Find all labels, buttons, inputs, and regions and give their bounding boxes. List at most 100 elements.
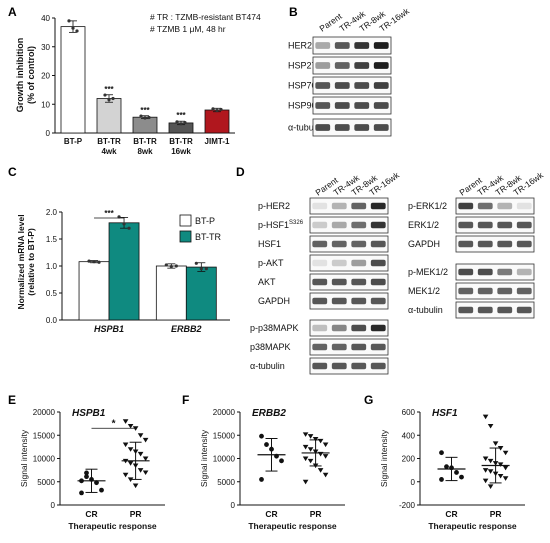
panel-g-ylabel: Signal intensity xyxy=(379,429,389,487)
panel-d-left-band xyxy=(370,221,386,229)
panel-f-point xyxy=(302,432,309,437)
panel-g-ytick-label: 600 xyxy=(402,408,416,417)
panel-e-point xyxy=(127,423,134,429)
panel-d-left-frame xyxy=(309,254,389,272)
panel-c-point xyxy=(127,226,131,230)
panel-a-bar xyxy=(204,109,230,134)
panel-letter-e: E xyxy=(8,393,16,407)
panel-a-point xyxy=(103,93,107,97)
panel-d-left-band xyxy=(351,240,367,248)
panel-b-frame xyxy=(312,36,392,55)
panel-d-left-band xyxy=(370,240,386,248)
panel-d-right2-frame xyxy=(455,263,535,281)
panel-a-point xyxy=(71,26,75,30)
panel-e-point xyxy=(137,468,144,473)
panel-e-point xyxy=(132,483,139,489)
panel-e-point xyxy=(122,472,129,478)
panel-g-ytick-label: 400 xyxy=(402,431,416,440)
panel-c-legend-label: BT-P xyxy=(195,216,215,226)
panel-d-left-band xyxy=(331,259,347,267)
panel-e-scatter: 0 5000 10000 15000 20000 HSPB1 Signal intensit… xyxy=(19,408,165,531)
panel-c-xtick-label: ERBB2 xyxy=(171,324,202,334)
panel-e-ytick-label: 10000 xyxy=(33,455,56,464)
panel-d-right2-band xyxy=(497,287,513,295)
panel-d-right-frame xyxy=(455,235,535,253)
panel-d-row-label: GAPDH xyxy=(408,239,440,249)
panel-b-row-label: HSP27 xyxy=(288,61,317,71)
panel-f-ytick-label: 0 xyxy=(231,501,236,510)
panel-b-band xyxy=(354,124,370,131)
panel-d-right2-frame xyxy=(455,282,535,300)
panel-c-bar xyxy=(108,222,140,321)
panel-e-point xyxy=(79,490,84,496)
panel-d-left2-band xyxy=(351,362,367,370)
panel-d-right2-band xyxy=(458,268,474,276)
panel-d-row-label: GAPDH xyxy=(258,296,290,306)
panel-f-point xyxy=(322,454,329,459)
panel-d-left2-band xyxy=(370,362,386,370)
panel-letter-c: C xyxy=(8,165,17,179)
panel-a-significance: *** xyxy=(140,106,150,115)
panel-b-band xyxy=(315,62,331,69)
panel-a-bar xyxy=(96,98,122,134)
panel-g-point xyxy=(497,473,504,479)
panel-d-right2-band xyxy=(516,268,532,276)
panel-g-title: HSF1 xyxy=(432,408,458,419)
panel-d-right2-band xyxy=(477,268,493,276)
panel-a-point xyxy=(175,120,179,124)
panel-g-xlabel: Therapeutic response xyxy=(428,521,517,531)
panel-g-point xyxy=(487,458,494,464)
panel-c-point xyxy=(97,260,101,264)
panel-d-left2-band xyxy=(351,324,367,332)
panel-e-point xyxy=(142,470,149,476)
panel-d-left2-band xyxy=(312,324,328,332)
panel-a-point xyxy=(139,114,143,118)
panel-d-left-band xyxy=(351,297,367,305)
panel-f-point xyxy=(259,477,264,482)
panel-d-left-frame xyxy=(309,273,389,291)
panel-f-xlabel: Therapeutic response xyxy=(248,521,337,531)
panel-d-left2-band xyxy=(312,343,328,351)
panel-e-ytick-label: 0 xyxy=(51,501,56,510)
panel-d-right2-band xyxy=(458,306,474,314)
panel-c-xtick-label: HSPB1 xyxy=(94,324,124,334)
panel-e-xtick-label: CR xyxy=(85,509,97,519)
panel-b-frame xyxy=(312,96,392,115)
panel-g-point xyxy=(444,464,449,470)
panel-c-point xyxy=(169,264,173,269)
panel-g-point xyxy=(482,478,489,484)
panel-b-band xyxy=(334,82,350,89)
panel-d-left2-frame xyxy=(309,338,389,356)
panel-a-legend-line1: # TR : TZMB-resistant BT474 xyxy=(150,12,261,22)
panel-c-point xyxy=(174,264,178,268)
panel-d-left-band xyxy=(331,202,347,210)
panel-e-point xyxy=(142,456,149,462)
panel-d-left-band xyxy=(331,297,347,305)
panel-b-band xyxy=(373,82,389,89)
panel-a-point xyxy=(107,98,111,102)
panel-f-scatter: 0 5000 10000 15000 20000 ERBB2 Signal intensit… xyxy=(199,408,345,531)
panel-d-right2-band xyxy=(516,306,532,314)
panel-g-ytick-label: 200 xyxy=(402,455,416,464)
panel-d-right2-frame xyxy=(455,301,535,319)
panel-d-right2-band xyxy=(477,287,493,295)
panel-f-ytick-label: 5000 xyxy=(217,478,235,487)
panel-a-ytick-label: 20 xyxy=(41,72,50,81)
panel-d-left-frame xyxy=(309,235,389,253)
panel-d-left2-band xyxy=(370,324,386,332)
panel-e-point xyxy=(137,451,144,457)
panel-d-hsf1-site: S326 xyxy=(289,220,304,226)
panel-d-left-band xyxy=(331,240,347,248)
panel-g-point xyxy=(497,462,504,467)
panel-g-point xyxy=(482,468,489,473)
panel-e-point xyxy=(142,437,149,443)
panel-d-right2-band xyxy=(497,306,513,314)
panel-e-title: HSPB1 xyxy=(72,408,106,419)
panel-e-xtick-label: PR xyxy=(130,509,142,519)
panel-a-point xyxy=(215,108,219,113)
panel-b-band xyxy=(354,62,370,69)
panel-f-ytick-label: 10000 xyxy=(213,455,236,464)
panel-a-xtick-label: BT-P xyxy=(64,137,83,146)
panel-d-row-label: p-HER2 xyxy=(258,201,290,211)
